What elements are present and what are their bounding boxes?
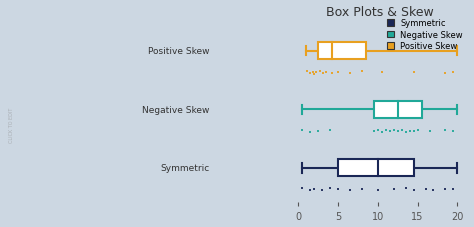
Point (335, 70, 342, 74)
Point (315, 129, 322, 133)
Point (449, 70, 457, 74)
Point (430, 189, 438, 192)
Point (410, 130, 418, 133)
Point (319, 72, 327, 75)
Point (316, 70, 324, 74)
Point (386, 130, 393, 134)
Point (426, 129, 433, 133)
Point (327, 129, 334, 132)
Bar (374, 101, 421, 118)
Point (299, 128, 306, 132)
Point (398, 129, 406, 132)
Point (442, 187, 449, 190)
Point (390, 128, 398, 132)
Point (390, 188, 398, 191)
Point (307, 72, 314, 76)
Point (358, 70, 366, 74)
Point (402, 187, 410, 190)
Point (442, 129, 449, 133)
Point (374, 188, 382, 192)
Text: Negative Skew: Negative Skew (142, 105, 209, 114)
Point (370, 130, 378, 133)
Point (406, 129, 413, 133)
Point (346, 72, 354, 75)
Point (309, 71, 317, 74)
Point (442, 72, 449, 75)
Point (310, 72, 318, 76)
Point (402, 130, 410, 134)
Point (449, 188, 457, 191)
Point (378, 71, 386, 75)
Point (335, 188, 342, 191)
Point (312, 71, 320, 75)
Point (414, 128, 421, 132)
Text: Positive Skew: Positive Skew (148, 47, 209, 56)
Legend: Symmetric, Negative Skew, Positive Skew: Symmetric, Negative Skew, Positive Skew (385, 17, 465, 53)
Point (307, 188, 314, 192)
Point (394, 129, 401, 133)
Point (410, 71, 418, 74)
Point (374, 128, 382, 132)
Point (310, 187, 318, 191)
Point (328, 72, 336, 76)
Bar (319, 43, 366, 60)
Title: Box Plots & Skew: Box Plots & Skew (326, 5, 434, 18)
Point (358, 187, 366, 190)
Point (327, 187, 334, 190)
Point (322, 71, 330, 74)
Point (299, 186, 306, 190)
Point (378, 131, 386, 134)
Point (303, 70, 311, 74)
Point (319, 189, 326, 192)
Text: Symmetric: Symmetric (160, 164, 209, 173)
Point (449, 130, 457, 134)
Text: CLICK TO EDIT: CLICK TO EDIT (9, 107, 14, 143)
Point (382, 129, 390, 133)
Point (346, 189, 354, 192)
Point (410, 188, 418, 192)
Bar (338, 160, 414, 177)
Point (307, 130, 314, 134)
Point (422, 187, 429, 191)
